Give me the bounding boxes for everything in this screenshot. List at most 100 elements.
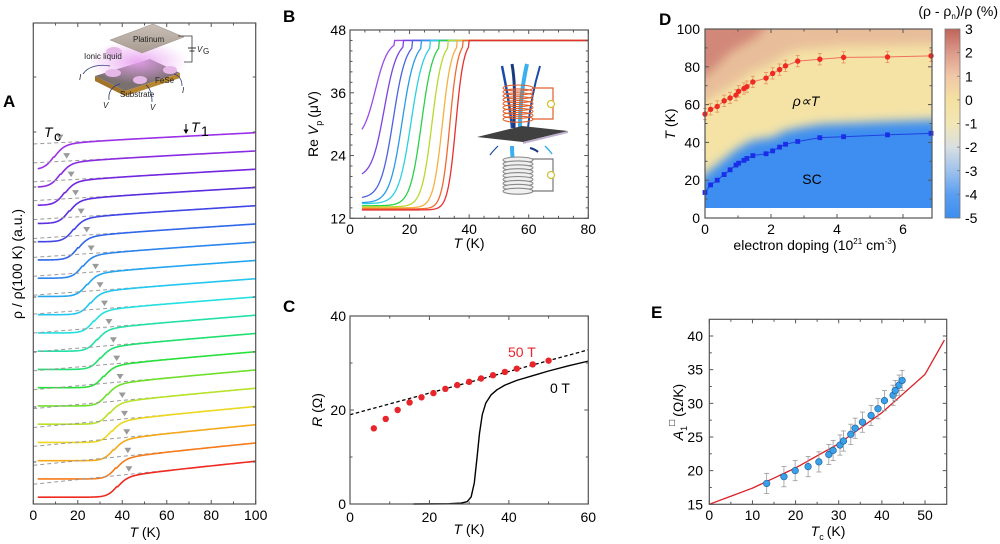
resistivity-curve-group [33,369,256,407]
cbar-post: )/ρ (%) [956,3,998,19]
resistivity-curve-group [33,259,256,298]
tc-data-point [783,141,788,147]
tc-data-point [841,134,846,140]
drive-coil-icon [502,156,534,195]
resistivity-curve [37,223,256,261]
colorbar-tick-labels: 3 2 1 0 -1 -2 -3 -4 -5 [957,21,978,226]
resistivity-curve-group [33,204,256,243]
t1-data-point [795,58,801,64]
x-tick-label: 60 [581,509,597,525]
x-tick-label: 0 [29,507,37,523]
tc-data-point [763,151,769,157]
t1-data-point [750,79,756,85]
panel-d-x-tick-labels: 0 2 4 6 [701,221,907,237]
y-unit: (Ω) [309,393,325,413]
tc-marker-triangle-icon [56,134,64,141]
coil-turn [502,187,534,195]
resistivity-curve-group [33,296,256,334]
tc-data-point [736,160,742,166]
t1-data-point [884,54,891,60]
panel-a-x-axis-title: T (K) [129,524,160,540]
resistivity-curve-group [33,387,256,426]
heatmap-regions [705,29,932,218]
linear-fit-dashed-line [33,424,256,447]
t1-label: T [191,119,201,135]
resistivity-curve [37,150,256,188]
x-tick-label: 6 [899,221,907,237]
two-coil-schematic-inset [477,63,568,195]
panel-d-series [702,49,934,195]
coil-turn [502,92,534,100]
meter-icon [546,99,556,109]
substrate-side [95,76,125,96]
y-sup: □ [667,420,678,426]
lead-i-plus [82,64,111,75]
sample-film [477,126,568,142]
t1-data-point [714,103,720,110]
data-point [851,424,859,432]
data-point [839,437,848,445]
rho-prop: ρ∝ [792,93,812,109]
electrode [133,76,147,84]
x-tick-label: 0 [705,507,713,523]
data-point-50T [501,368,509,376]
tc-marker-triangle-icon [92,263,100,270]
x-tick-label: 60 [521,221,537,237]
panel-d-y-axis-title: T (K) [662,108,678,139]
y-tick-label: 30 [687,395,703,411]
mutual-inductance-curve [361,39,589,130]
panel-e-ticks [708,319,947,505]
zero-field-curve [413,360,589,505]
x-tick-label: 100 [244,507,268,523]
linear-fit-dashed-line [33,460,256,485]
coil-turn [502,96,534,104]
resistivity-curve [37,369,256,407]
resistivity-curve-group [33,460,256,499]
panel-b-curves [361,39,589,211]
mutual-inductance-curve [361,39,589,207]
vg-subscript: G [203,47,209,56]
mutual-inductance-curve [361,39,589,211]
meter-icon [546,170,556,180]
y-tick-label: 20 [330,402,346,418]
data-point [898,376,906,385]
x-tick-label: 30 [831,507,847,523]
data-point-50T [454,381,461,389]
y-unit: (μV) [305,91,321,118]
colorbar-tick-label: 1 [965,68,973,84]
tc-data-point [885,132,890,138]
y-unit: (Ω/K) [670,384,686,417]
resistivity-curve-group [33,314,256,353]
resistivity-curve [37,259,256,298]
y-tick-label: 0 [338,496,346,512]
resistivity-curve [37,296,256,334]
x-tick-label: 0 [701,221,709,237]
panel-e-x-tick-labels: 0 10 20 30 40 50 [705,507,933,523]
fese-label: FeSe [155,76,175,85]
resistivity-curve-group [33,423,256,462]
resistivity-curve [37,168,256,206]
tc-marker-triangle-icon [113,355,121,362]
data-point-50T [442,385,449,393]
colorbar-tick-label: 3 [965,21,973,37]
x-var: T [129,524,139,540]
panel-b-x-tick-labels: 0 20 40 60 80 [346,221,596,237]
t1-data-point [769,70,776,77]
x-tick-label: 80 [581,221,597,237]
data-point-50T [513,365,521,372]
coil-turn [502,107,534,115]
x-tick-label: 40 [114,507,130,523]
x-unit: (K) [466,521,485,537]
resistivity-curve-group [33,186,256,225]
data-point [829,446,837,455]
linear-fit-dashed-line [33,405,256,428]
colorbar-tick-label: -5 [965,210,978,226]
t1-data-point [707,106,714,113]
tc-marker-triangle-icon [125,466,133,472]
y-tick-label: 20 [687,463,703,479]
panel-e-plot [709,339,945,505]
x-tick-label: 20 [788,507,804,523]
tc-marker-triangle-icon [100,300,108,307]
tc-marker-triangle-icon [124,447,132,454]
